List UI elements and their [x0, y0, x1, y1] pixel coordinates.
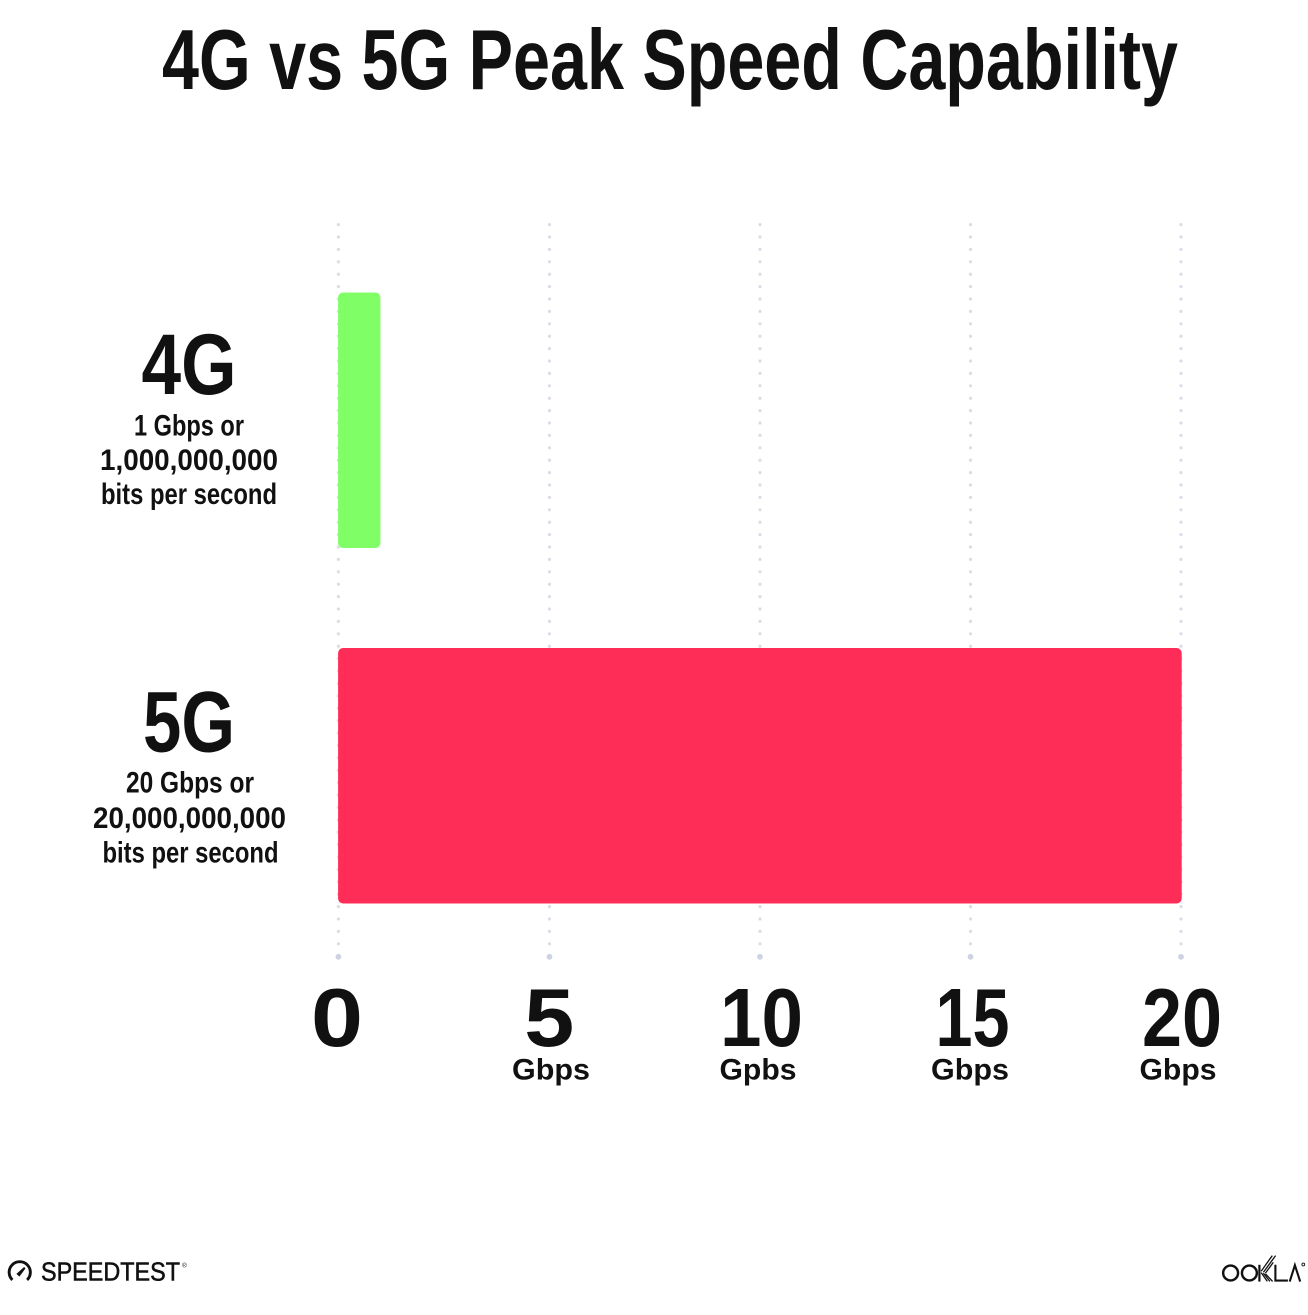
- svg-text:4G: 4G: [142, 317, 237, 413]
- svg-text:Gbps: Gbps: [931, 1054, 1009, 1087]
- svg-text:15: 15: [936, 971, 1010, 1064]
- svg-text:Gbps: Gbps: [1140, 1054, 1217, 1087]
- svg-text:bits per second: bits per second: [103, 837, 279, 870]
- svg-text:1,000,000,000: 1,000,000,000: [100, 444, 278, 477]
- svg-text:®: ®: [182, 1262, 187, 1270]
- svg-text:0: 0: [311, 971, 363, 1064]
- svg-text:5G: 5G: [143, 675, 235, 771]
- svg-text:5: 5: [524, 971, 574, 1064]
- svg-text:1 Gbps or: 1 Gbps or: [134, 410, 244, 443]
- svg-text:20,000,000,000: 20,000,000,000: [93, 802, 286, 835]
- svg-text:Gpbs: Gpbs: [720, 1054, 797, 1087]
- svg-text:Gbps: Gbps: [512, 1054, 590, 1087]
- svg-text:10: 10: [720, 971, 803, 1064]
- svg-text:20 Gbps or: 20 Gbps or: [126, 767, 254, 800]
- svg-text:4G vs 5G Peak Speed Capability: 4G vs 5G Peak Speed Capability: [162, 13, 1178, 108]
- svg-text:20: 20: [1142, 971, 1222, 1064]
- svg-text:bits per second: bits per second: [101, 478, 277, 511]
- svg-text:SPEEDTEST: SPEEDTEST: [41, 1259, 180, 1287]
